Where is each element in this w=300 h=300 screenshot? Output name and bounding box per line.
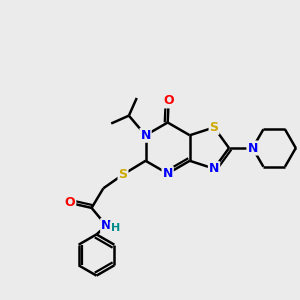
Text: N: N: [209, 162, 219, 175]
Text: N: N: [140, 129, 151, 142]
Text: S: S: [118, 168, 127, 181]
Text: N: N: [101, 219, 112, 232]
Text: O: O: [163, 94, 174, 107]
Text: S: S: [209, 121, 218, 134]
Text: H: H: [110, 223, 120, 232]
Text: N: N: [163, 167, 173, 180]
Text: O: O: [65, 196, 75, 209]
Text: N: N: [248, 142, 258, 154]
